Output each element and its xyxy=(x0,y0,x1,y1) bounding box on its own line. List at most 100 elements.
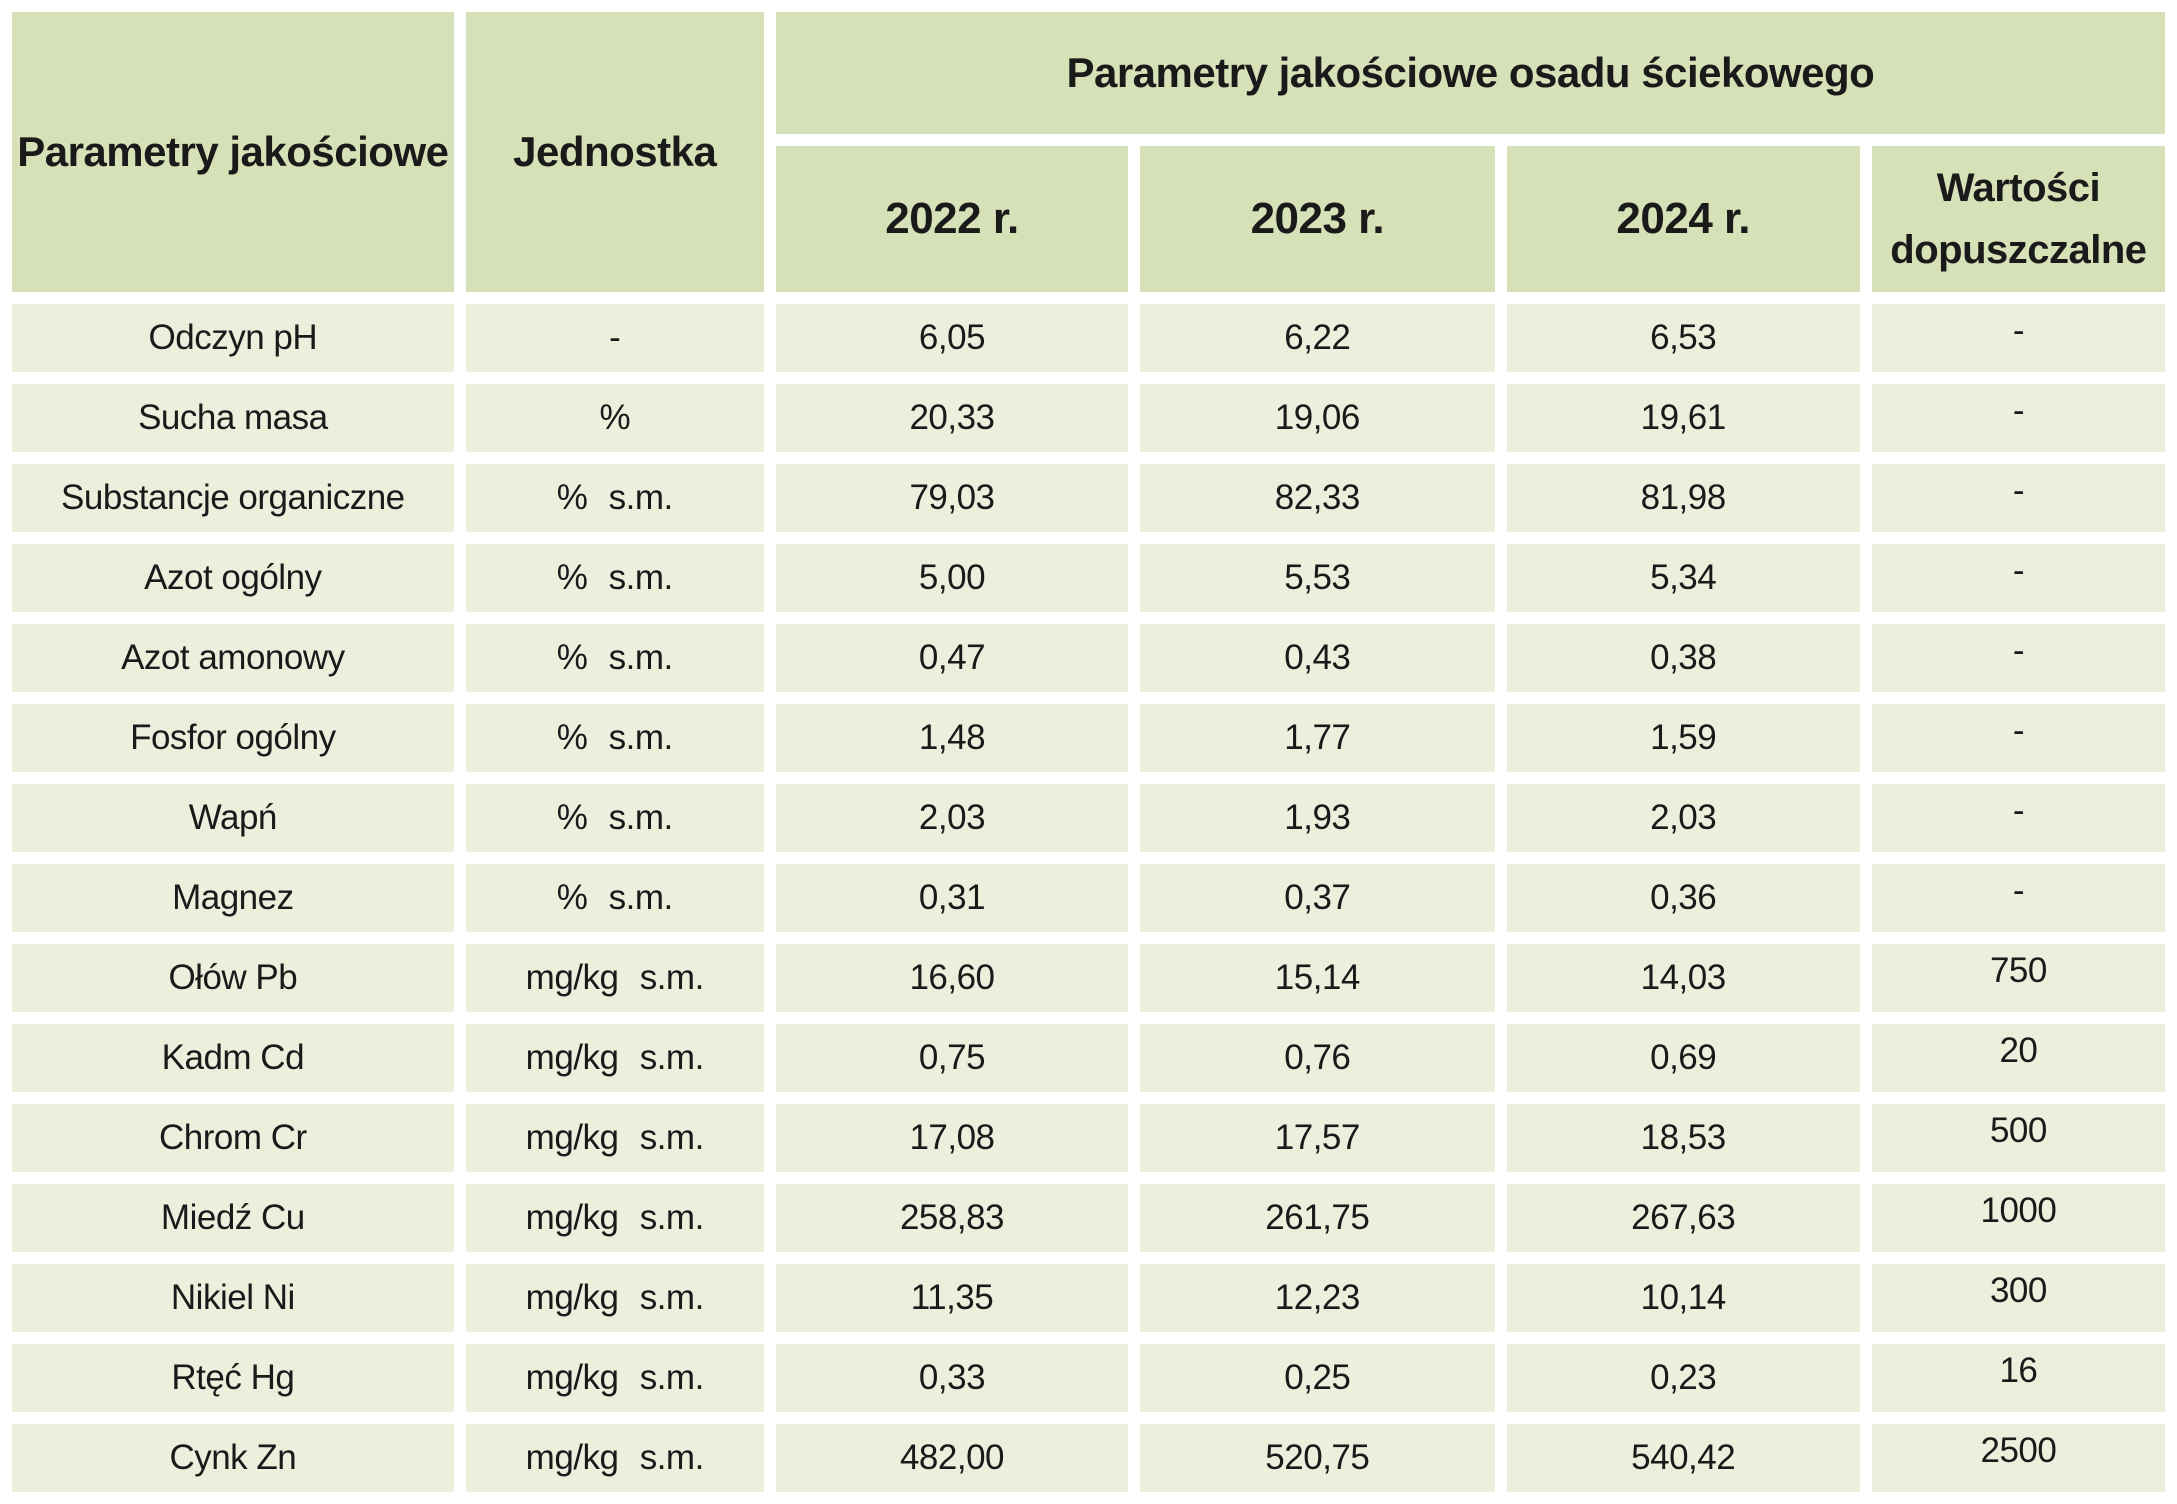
limit-cell: 300 xyxy=(1871,1264,2165,1332)
param-cell: Wapń xyxy=(12,784,454,852)
unit-cell: % s.m. xyxy=(465,624,764,692)
value-2024-cell: 0,38 xyxy=(1506,624,1860,692)
table-header: Parametry jakościowe Jednostka Parametry… xyxy=(12,12,2165,292)
table-row: Azot ogólny% s.m. 5,00 5,53 5,34- xyxy=(12,544,2165,612)
value-2023-cell: 0,25 xyxy=(1140,1344,1495,1412)
value-2024-cell: 267,63 xyxy=(1506,1184,1860,1252)
param-cell: Azot amonowy xyxy=(12,624,454,692)
value-2023-cell: 19,06 xyxy=(1140,384,1495,452)
value-2024-cell: 10,14 xyxy=(1506,1264,1860,1332)
value-2024-cell: 1,59 xyxy=(1506,704,1860,772)
unit-cell: - xyxy=(465,304,764,372)
limit-cell: - xyxy=(1871,304,2165,372)
limit-cell: - xyxy=(1871,544,2165,612)
header-year-2024: 2024 r. xyxy=(1506,146,1860,292)
value-2023-cell: 6,22 xyxy=(1140,304,1495,372)
table-body: Odczyn pH -6,05 6,22 6,53- Sucha masa% 20,33 1… xyxy=(12,304,2165,1492)
param-cell: Azot ogólny xyxy=(12,544,454,612)
unit-cell: % s.m. xyxy=(465,784,764,852)
value-2023-cell: 0,37 xyxy=(1140,864,1495,932)
value-2022-cell: 0,33 xyxy=(775,1344,1129,1412)
value-2022-cell: 2,03 xyxy=(775,784,1129,852)
value-2022-cell: 0,75 xyxy=(775,1024,1129,1092)
value-2022-cell: 79,03 xyxy=(775,464,1129,532)
value-2024-cell: 19,61 xyxy=(1506,384,1860,452)
value-2023-cell: 12,23 xyxy=(1140,1264,1495,1332)
param-cell: Rtęć Hg xyxy=(12,1344,454,1412)
value-2023-cell: 261,75 xyxy=(1140,1184,1495,1252)
table-row: Fosfor ogólny% s.m. 1,48 1,77 1,59- xyxy=(12,704,2165,772)
unit-cell: % s.m. xyxy=(465,544,764,612)
value-2023-cell: 17,57 xyxy=(1140,1104,1495,1172)
unit-cell: % xyxy=(465,384,764,452)
value-2024-cell: 0,69 xyxy=(1506,1024,1860,1092)
unit-cell: % s.m. xyxy=(465,704,764,772)
unit-cell: mg/kg s.m. xyxy=(465,1344,764,1412)
table-row: Wapń% s.m. 2,03 1,93 2,03- xyxy=(12,784,2165,852)
limit-cell: - xyxy=(1871,624,2165,692)
unit-cell: mg/kg s.m. xyxy=(465,1024,764,1092)
value-2024-cell: 14,03 xyxy=(1506,944,1860,1012)
limit-cell: 1000 xyxy=(1871,1184,2165,1252)
unit-cell: mg/kg s.m. xyxy=(465,1184,764,1252)
unit-cell: mg/kg s.m. xyxy=(465,1104,764,1172)
table-row: Ołów Pb mg/kg s.m. 16,60 15,14 14,03 750 xyxy=(12,944,2165,1012)
unit-cell: mg/kg s.m. xyxy=(465,944,764,1012)
value-2022-cell: 482,00 xyxy=(775,1424,1129,1492)
value-2022-cell: 16,60 xyxy=(775,944,1129,1012)
limit-cell: 500 xyxy=(1871,1104,2165,1172)
param-cell: Fosfor ogólny xyxy=(12,704,454,772)
table-row: Kadm Cd mg/kg s.m. 0,75 0,76 0,69 20 xyxy=(12,1024,2165,1092)
value-2022-cell: 258,83 xyxy=(775,1184,1129,1252)
unit-cell: % s.m. xyxy=(465,464,764,532)
limit-cell: 2500 xyxy=(1871,1424,2165,1492)
limit-cell: 16 xyxy=(1871,1344,2165,1412)
value-2022-cell: 0,47 xyxy=(775,624,1129,692)
limit-cell: - xyxy=(1871,784,2165,852)
param-cell: Miedź Cu xyxy=(12,1184,454,1252)
value-2022-cell: 20,33 xyxy=(775,384,1129,452)
value-2024-cell: 6,53 xyxy=(1506,304,1860,372)
header-year-2023: 2023 r. xyxy=(1140,146,1495,292)
value-2022-cell: 11,35 xyxy=(775,1264,1129,1332)
value-2024-cell: 18,53 xyxy=(1506,1104,1860,1172)
value-2024-cell: 5,34 xyxy=(1506,544,1860,612)
param-cell: Nikiel Ni xyxy=(12,1264,454,1332)
table-row: Cynk Zn mg/kg s.m. 482,00 520,75 540,42 2500 xyxy=(12,1424,2165,1492)
param-cell: Odczyn pH xyxy=(12,304,454,372)
table-row: Magnez% s.m. 0,31 0,37 0,36- xyxy=(12,864,2165,932)
value-2022-cell: 0,31 xyxy=(775,864,1129,932)
value-2024-cell: 0,23 xyxy=(1506,1344,1860,1412)
value-2022-cell: 17,08 xyxy=(775,1104,1129,1172)
param-cell: Sucha masa xyxy=(12,384,454,452)
table-row: Azot amonowy% s.m. 0,47 0,43 0,38- xyxy=(12,624,2165,692)
value-2024-cell: 81,98 xyxy=(1506,464,1860,532)
value-2022-cell: 1,48 xyxy=(775,704,1129,772)
param-cell: Substancje organiczne xyxy=(12,464,454,532)
value-2024-cell: 0,36 xyxy=(1506,864,1860,932)
header-row-top: Parametry jakościowe Jednostka Parametry… xyxy=(12,12,2165,292)
header-year-2022: 2022 r. xyxy=(775,146,1129,292)
value-2023-cell: 0,43 xyxy=(1140,624,1495,692)
unit-cell: mg/kg s.m. xyxy=(465,1264,764,1332)
value-2023-cell: 82,33 xyxy=(1140,464,1495,532)
param-cell: Ołów Pb xyxy=(12,944,454,1012)
limit-cell: - xyxy=(1871,464,2165,532)
unit-cell: mg/kg s.m. xyxy=(465,1424,764,1492)
value-2023-cell: 1,77 xyxy=(1140,704,1495,772)
limit-cell: - xyxy=(1871,864,2165,932)
value-2023-cell: 5,53 xyxy=(1140,544,1495,612)
param-cell: Chrom Cr xyxy=(12,1104,454,1172)
table-row: Odczyn pH -6,05 6,22 6,53- xyxy=(12,304,2165,372)
header-jednostka: Jednostka xyxy=(465,12,764,292)
value-2023-cell: 0,76 xyxy=(1140,1024,1495,1092)
limit-cell: 20 xyxy=(1871,1024,2165,1092)
param-cell: Kadm Cd xyxy=(12,1024,454,1092)
limit-cell: 750 xyxy=(1871,944,2165,1012)
value-2023-cell: 1,93 xyxy=(1140,784,1495,852)
table-row: Substancje organiczne% s.m. 79,03 82,33 81,… xyxy=(12,464,2165,532)
table-row: Rtęć Hg mg/kg s.m. 0,33 0,25 0,23 16 xyxy=(12,1344,2165,1412)
param-cell: Magnez xyxy=(12,864,454,932)
table-row: Chrom Cr mg/kg s.m. 17,08 17,57 18,53 500 xyxy=(12,1104,2165,1172)
